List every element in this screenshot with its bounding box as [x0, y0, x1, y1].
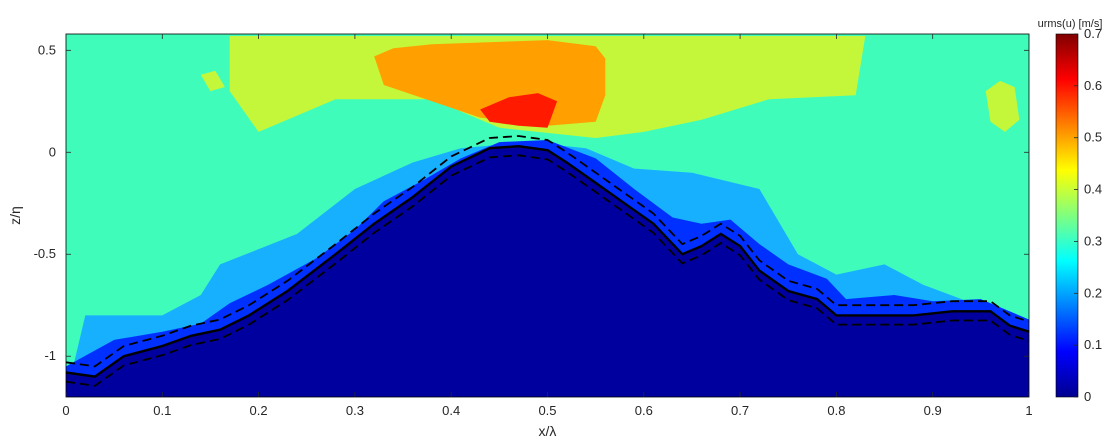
- colorbar-tick-label: 0.6: [1084, 78, 1102, 93]
- surface-line-lower: [65, 154, 1030, 387]
- colorbar-tick-label: 0.2: [1084, 285, 1102, 300]
- y-tick-label: 0: [49, 144, 56, 159]
- surface-line-upper: [65, 135, 1030, 368]
- region-yellow-right: [985, 80, 1020, 132]
- colorbar: 0 0.1 0.2 0.3 0.4 0.5 0.6 0.7 urms(u) [m/s]: [1038, 18, 1103, 404]
- y-tick-label: -1: [44, 348, 56, 363]
- colorbar-tick-label: 0: [1084, 389, 1091, 404]
- y-tick-label: -0.5: [34, 246, 56, 261]
- surface-line-mean: [65, 144, 1030, 378]
- x-tick-label: 1: [1025, 403, 1032, 418]
- x-tick-label: 0.7: [731, 403, 749, 418]
- region-dark-blue: [66, 146, 1029, 397]
- x-tick-label: 0: [62, 403, 69, 418]
- x-tick-label: 0.6: [635, 403, 653, 418]
- y-tick-label: 0.5: [38, 42, 56, 57]
- colorbar-tick-label: 0.7: [1084, 26, 1102, 41]
- x-axis-label: x/λ: [539, 423, 557, 439]
- colorbar-tick-label: 0.1: [1084, 337, 1102, 352]
- y-axis-label: z/η: [7, 206, 23, 225]
- x-tick-label: 0.2: [250, 403, 268, 418]
- colorbar-tick-label: 0.3: [1084, 233, 1102, 248]
- x-tick-label: 0.3: [346, 403, 364, 418]
- colorbar-tick-label: 0.5: [1084, 130, 1102, 145]
- x-axis: 0 0.1 0.2 0.3 0.4 0.5 0.6 0.7 0.8 0.9 1: [62, 34, 1033, 418]
- colorbar-ticks: 0 0.1 0.2 0.3 0.4 0.5 0.6 0.7: [1074, 26, 1102, 404]
- y-axis: 0.5 0 -0.5 -1: [34, 42, 1029, 363]
- plot-area: [65, 33, 1030, 398]
- colorbar-gradient: [1055, 33, 1079, 398]
- x-tick-label: 0.8: [827, 403, 845, 418]
- colorbar-tick-label: 0.4: [1084, 182, 1102, 197]
- x-tick-label: 0.1: [153, 403, 171, 418]
- colorbar-title: urms(u) [m/s]: [1038, 18, 1103, 30]
- x-tick-label: 0.9: [924, 403, 942, 418]
- x-tick-label: 0.4: [442, 403, 460, 418]
- region-yellow-left: [200, 70, 225, 92]
- x-tick-label: 0.5: [538, 403, 556, 418]
- field-regions: [66, 36, 1029, 397]
- region-red: [480, 93, 558, 128]
- free-surface-lines: [65, 135, 1030, 387]
